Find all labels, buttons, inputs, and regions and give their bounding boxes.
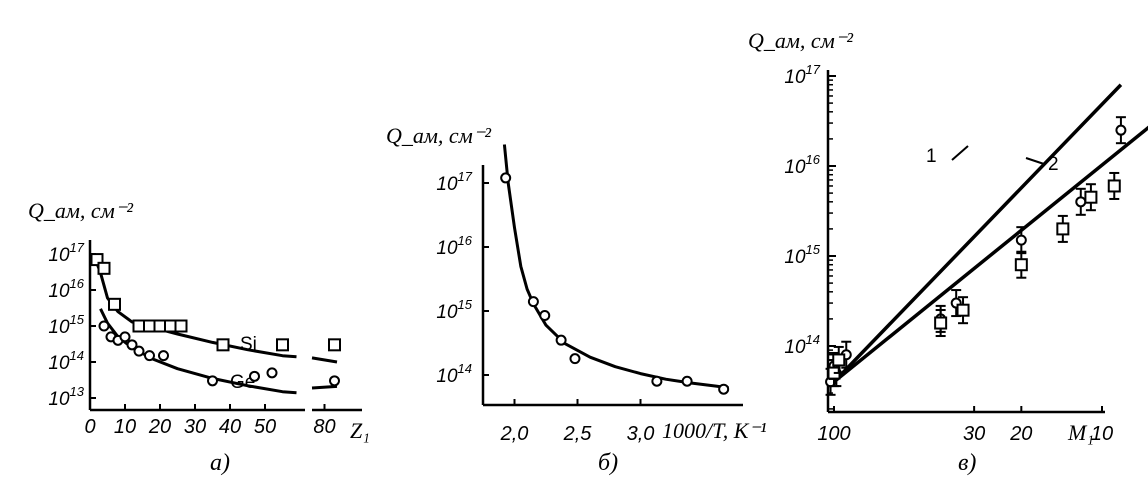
panel-b-ylabel: Q_ам, см⁻² [386, 123, 491, 148]
series-ge-point [119, 331, 131, 343]
panel-b-y-tick-label: 1016 [436, 233, 472, 259]
panel-a: Q_ам, см⁻² Z₁ а) Si Ge 0 10 20 30 40 50 801013… [28, 198, 370, 476]
series-ge-point [126, 339, 138, 351]
panel-c-point-square [934, 316, 948, 330]
panel-b-point [500, 172, 512, 184]
series-ge-point [133, 345, 145, 357]
panel-a-x-tick-label: 0 [84, 416, 95, 438]
line-label-2-leader [1025, 157, 1045, 165]
panel-c-x-tick-label: 30 [963, 423, 985, 445]
panel-c-x-tick-label: 100 [817, 423, 850, 445]
panel-c-point-square [1107, 179, 1121, 193]
panel-a-y-tick-label: 1013 [48, 384, 84, 410]
panel-c-caption: в) [958, 450, 976, 476]
panel-b-point [555, 334, 567, 346]
series-si-curve-tail [311, 356, 338, 364]
panel-a-x-tick-label: 80 [313, 416, 335, 438]
series-ge-point [144, 350, 155, 362]
panel-c-y-tick-label: 1015 [784, 242, 820, 268]
series-si-point [328, 338, 341, 352]
line-label-2: 2 [1048, 154, 1059, 175]
panel-c-point-circle [1015, 234, 1027, 246]
panel-c-point-circle [1075, 196, 1087, 208]
panel-a-caption: а) [210, 450, 230, 476]
panel-a-x-tick-label: 40 [219, 416, 241, 438]
panel-c-ylabel: Q_ам, см⁻² [748, 28, 853, 53]
series-ge-point [249, 370, 260, 382]
trend-line-2 [832, 125, 1148, 384]
panel-a-ylabel: Q_ам, см⁻² [28, 198, 133, 223]
panel-c: Q_ам, см⁻² M₁ в) 1 2 100 30 20 10 1014 1015 10… [748, 28, 1148, 476]
series-si-point [153, 319, 167, 333]
series-ge-point [329, 375, 340, 387]
panel-b-point [569, 353, 581, 365]
series-ge-point [266, 367, 278, 379]
series-si-point [143, 319, 156, 333]
panel-c-y-tick-label: 1014 [784, 332, 820, 358]
panel-b-y-tick-label: 1015 [436, 297, 472, 323]
series-ge-point [98, 320, 110, 332]
panel-c-xlabel: M₁ [1067, 420, 1094, 445]
panel-a-y-tick-label: 1017 [48, 240, 84, 266]
panel-c-point-square [832, 353, 846, 367]
panel-c-x-tick-label: 10 [1091, 423, 1113, 445]
series-si-point [276, 338, 289, 352]
series-label-ge: Ge [230, 372, 255, 393]
panel-c-x-tick-label: 20 [1009, 423, 1032, 445]
panel-b-point [718, 383, 730, 395]
panel-b-x-tick-label: 2,5 [563, 423, 593, 445]
panel-b-x-tick-label: 2,0 [500, 423, 529, 445]
panel-a-x-tick-label: 30 [184, 416, 206, 438]
panel-a-x-tick-label: 10 [114, 416, 136, 438]
series-si-point [132, 319, 146, 333]
panel-c-point-square [1014, 258, 1028, 272]
panel-a-y-tick-label: 1015 [48, 312, 84, 338]
panel-a-y-tick-label: 1016 [48, 276, 84, 302]
panel-b-point [527, 296, 539, 308]
panel-b-point [681, 375, 693, 387]
panel-b-point [651, 375, 663, 387]
series-si-point [90, 253, 104, 267]
panel-b-y-tick-label: 1017 [436, 169, 472, 195]
series-ge-point [207, 375, 218, 387]
series-ge-curve [99, 308, 297, 395]
panel-a-x-tick-label: 50 [254, 416, 276, 438]
panel-c-y-tick-label: 1017 [784, 62, 820, 88]
panel-b-y-tick-label: 1014 [436, 361, 472, 387]
series-ge-point [158, 350, 169, 362]
panel-b-xlabel: 1000/T, K⁻¹ [662, 418, 767, 443]
series-ge-curve-tail [311, 384, 338, 390]
line-label-1: 1 [926, 146, 937, 167]
panel-a-x-tick-label: 20 [148, 416, 171, 438]
panel-a-xlabel: Z₁ [350, 418, 370, 443]
panel-b-caption: б) [598, 450, 618, 476]
panel-b-point [539, 310, 551, 322]
series-si-point [216, 338, 230, 352]
panel-b: Q_ам, см⁻² 1000/T, K⁻¹ б) 2,0 2,5 3,0 1014 1… [386, 123, 767, 476]
line-label-1-leader [951, 145, 969, 161]
series-si-point [108, 297, 121, 311]
series-si-point [97, 261, 111, 275]
trend-line-1 [832, 83, 1123, 384]
panel-b-x-tick-label: 3,0 [627, 423, 655, 445]
panel-c-point-square [1056, 222, 1070, 236]
panel-c-point-square [1084, 190, 1098, 204]
panel-c-point-square [956, 303, 970, 317]
series-si-point [164, 319, 177, 333]
panel-c-point-circle [1115, 124, 1127, 136]
panel-c-y-tick-label: 1016 [784, 152, 820, 178]
series-si-point [174, 319, 188, 333]
panel-a-y-tick-label: 1014 [48, 348, 84, 374]
panel-b-curve [502, 144, 729, 390]
